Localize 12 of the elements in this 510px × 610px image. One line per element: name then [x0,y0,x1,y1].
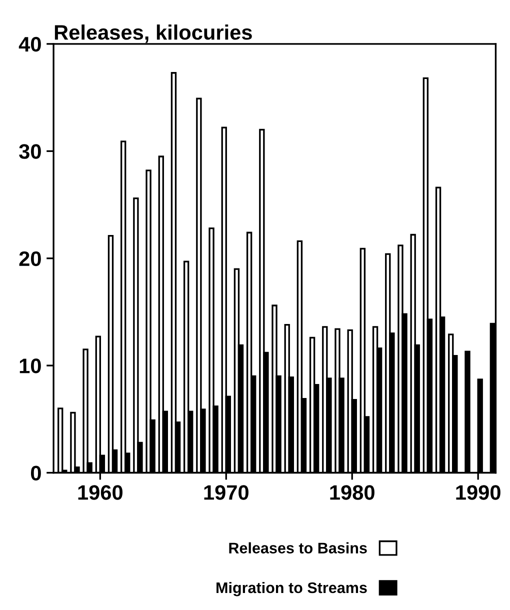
chart-title: Releases, kilocuries [54,24,252,43]
y-tick-label: 10 [20,358,41,374]
legend-label: Migration to Streams [216,582,367,596]
y-tick-label: 30 [19,144,41,159]
y-tick-label: 40 [18,36,41,52]
x-tick-label: 1960 [78,485,122,500]
legend-label: Releases to Basins [229,542,367,554]
x-tick-label: 1980 [330,485,374,500]
x-tick-label: 1990 [456,485,500,500]
y-tick-label: 0 [30,466,41,481]
x-tick-label: 1970 [204,485,248,500]
y-tick-label: 20 [19,251,41,266]
